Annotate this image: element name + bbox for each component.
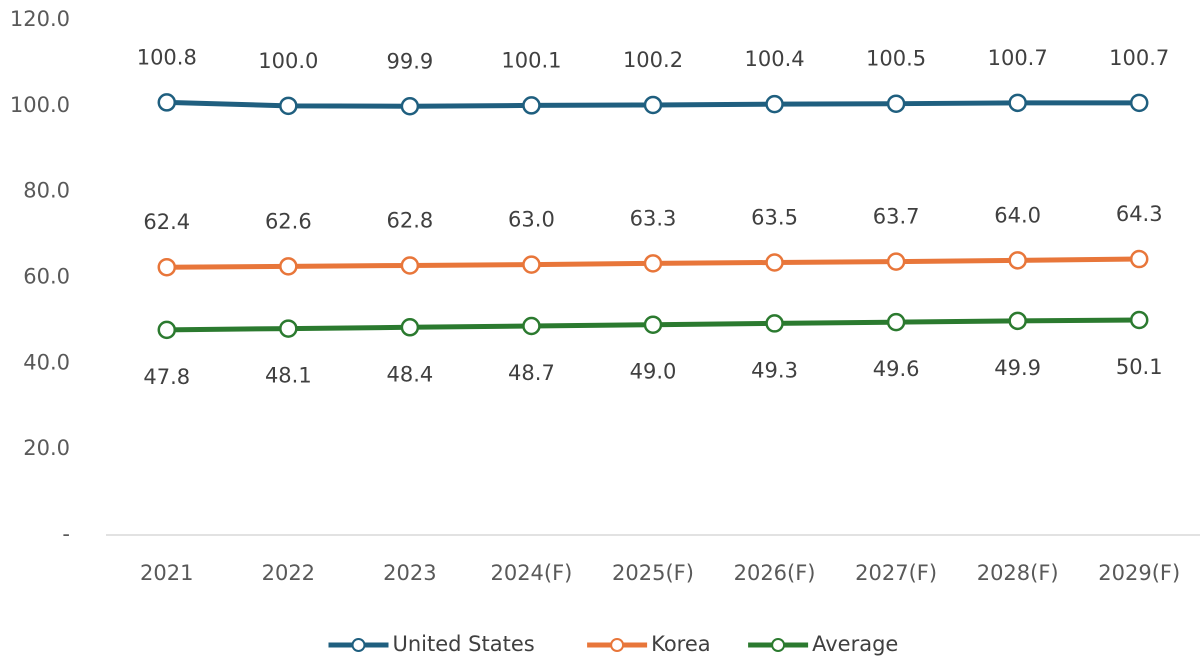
data-label: 48.4 [387,362,434,386]
legend-label: Average [812,632,898,656]
data-label: 100.7 [1109,46,1169,70]
legend-marker [771,638,786,652]
x-tick-label: 2027(F) [855,561,937,585]
data-label: 64.3 [1116,202,1163,226]
y-tick-label: 120.0 [10,7,70,31]
data-label: 100.8 [137,45,197,69]
data-label: 49.0 [630,360,677,384]
data-point [643,95,663,115]
data-point [1129,310,1149,330]
x-tick-label: 2026(F) [734,561,816,585]
data-point [1129,249,1149,269]
legend-label: Korea [651,632,711,656]
data-point [400,318,420,337]
data-point [1008,251,1027,270]
data-label: 62.6 [265,209,312,233]
data-label: 100.1 [501,48,561,72]
data-point [279,96,298,116]
data-point [279,257,298,276]
data-label: 100.5 [866,47,926,71]
data-point [522,255,541,274]
data-label: 62.8 [387,208,434,232]
data-point [400,256,420,275]
legend-marker [610,638,625,652]
data-point [1129,93,1149,113]
data-point [886,312,906,332]
data-point [765,94,784,114]
data-point [400,97,420,116]
x-tick-label: 2029(F) [1098,561,1180,585]
data-label: 63.0 [508,208,555,232]
legend-label: United States [393,632,535,656]
data-label: 50.1 [1116,355,1163,379]
data-label: 49.9 [994,356,1041,380]
data-point [1008,93,1027,113]
data-label: 63.7 [873,205,920,229]
data-point [765,314,784,333]
data-label: 63.3 [630,206,677,230]
data-label: 63.5 [751,205,798,229]
data-point [522,316,541,336]
y-tick-label: 80.0 [23,179,70,203]
data-label: 48.1 [265,364,312,388]
data-point [765,253,784,272]
data-point [279,319,298,338]
data-label: 62.4 [143,210,190,234]
data-label: 99.9 [387,49,434,73]
data-point [643,254,663,273]
x-tick-label: 2025(F) [612,561,694,585]
data-point [157,320,177,340]
x-tick-label: 2028(F) [977,561,1059,585]
y-tick-label: 20.0 [23,436,70,460]
data-label: 100.0 [258,49,318,73]
data-point [886,252,906,271]
legend-marker [351,638,366,652]
y-tick-label: 60.0 [23,265,70,289]
x-tick-label: 2022 [262,561,315,585]
data-point [1008,311,1027,331]
data-label: 48.7 [508,361,555,385]
data-label: 64.0 [994,203,1041,227]
data-label: 47.8 [143,365,190,389]
data-label: 49.6 [873,357,920,381]
x-tick-label: 2023 [383,561,436,585]
data-point [157,93,177,112]
data-point [157,257,177,277]
data-label: 100.4 [744,47,804,71]
data-point [522,96,541,115]
x-tick-label: 2021 [140,561,193,585]
data-label: 49.3 [751,358,798,382]
y-tick-label: - [62,522,70,546]
y-tick-label: 100.0 [10,93,70,117]
data-label: 100.2 [623,48,683,72]
data-label: 100.7 [988,46,1048,70]
x-tick-label: 2024(F) [490,561,572,585]
data-point [886,94,906,113]
data-point [643,315,663,334]
y-tick-label: 40.0 [23,350,70,374]
